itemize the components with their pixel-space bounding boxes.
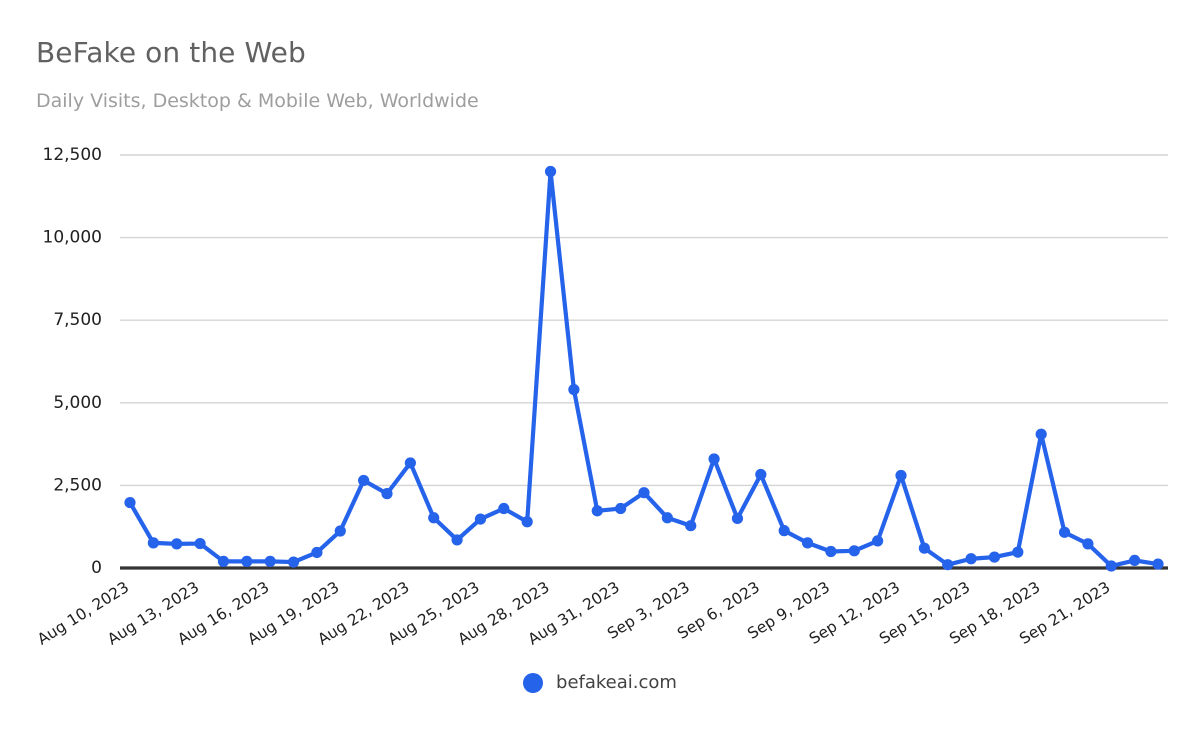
data-point[interactable] bbox=[615, 502, 627, 515]
data-point[interactable] bbox=[708, 453, 720, 465]
data-point[interactable] bbox=[1129, 554, 1141, 567]
data-point[interactable] bbox=[217, 555, 230, 567]
data-point[interactable] bbox=[381, 488, 393, 500]
data-point[interactable] bbox=[685, 520, 697, 532]
series-befakeai-com bbox=[124, 165, 1164, 572]
chart-subtitle: Daily Visits, Desktop & Mobile Web, Worl… bbox=[36, 90, 479, 112]
y-tick-label: 10,000 bbox=[43, 228, 102, 248]
legend-marker-icon bbox=[523, 672, 544, 693]
data-point[interactable] bbox=[1105, 560, 1117, 572]
data-point[interactable] bbox=[872, 535, 884, 547]
data-point[interactable] bbox=[474, 513, 487, 525]
data-point[interactable] bbox=[965, 553, 977, 565]
data-point[interactable] bbox=[1012, 546, 1024, 558]
data-point[interactable] bbox=[1058, 526, 1071, 538]
y-tick-label: 0 bbox=[91, 558, 102, 578]
data-point[interactable] bbox=[171, 538, 183, 550]
data-point[interactable] bbox=[778, 525, 790, 537]
y-tick-label: 12,500 bbox=[43, 145, 102, 165]
data-point[interactable] bbox=[287, 556, 300, 568]
data-point[interactable] bbox=[521, 516, 533, 528]
chart-legend: befakeai.com bbox=[0, 672, 1200, 693]
data-point[interactable] bbox=[264, 555, 276, 567]
data-point[interactable] bbox=[241, 555, 253, 567]
data-point[interactable] bbox=[638, 487, 650, 499]
data-point[interactable] bbox=[1082, 538, 1094, 550]
data-point[interactable] bbox=[942, 559, 954, 571]
data-point[interactable] bbox=[988, 551, 1001, 563]
y-axis-tick-labels: 0 2,500 5,000 7,500 10,000 12,500 bbox=[43, 145, 102, 578]
data-point[interactable] bbox=[358, 474, 370, 487]
data-point[interactable] bbox=[661, 512, 673, 524]
y-gridlines bbox=[120, 154, 1168, 487]
data-point[interactable] bbox=[451, 534, 463, 546]
series-line bbox=[127, 169, 1161, 569]
data-point[interactable] bbox=[1152, 558, 1164, 570]
y-tick-label: 2,500 bbox=[53, 475, 102, 495]
data-point[interactable] bbox=[404, 457, 416, 469]
data-point[interactable] bbox=[147, 537, 159, 549]
data-point[interactable] bbox=[755, 468, 767, 481]
data-point[interactable] bbox=[848, 545, 860, 557]
data-point[interactable] bbox=[428, 512, 440, 524]
data-point[interactable] bbox=[918, 542, 930, 554]
data-point[interactable] bbox=[895, 469, 907, 482]
data-point[interactable] bbox=[311, 546, 323, 559]
data-point[interactable] bbox=[498, 502, 510, 515]
y-tick-label: 5,000 bbox=[53, 393, 102, 413]
data-point[interactable] bbox=[801, 537, 814, 549]
data-point[interactable] bbox=[591, 505, 603, 517]
data-point[interactable] bbox=[124, 496, 136, 509]
data-point[interactable] bbox=[731, 512, 744, 525]
y-tick-label: 7,500 bbox=[53, 310, 102, 330]
legend-label: befakeai.com bbox=[556, 672, 677, 693]
data-point[interactable] bbox=[1035, 428, 1047, 440]
data-point[interactable] bbox=[568, 383, 580, 396]
chart-title: BeFake on the Web bbox=[36, 36, 306, 69]
data-point[interactable] bbox=[334, 525, 346, 537]
data-point[interactable] bbox=[194, 537, 206, 550]
data-point[interactable] bbox=[825, 545, 837, 558]
data-point[interactable] bbox=[544, 165, 557, 178]
